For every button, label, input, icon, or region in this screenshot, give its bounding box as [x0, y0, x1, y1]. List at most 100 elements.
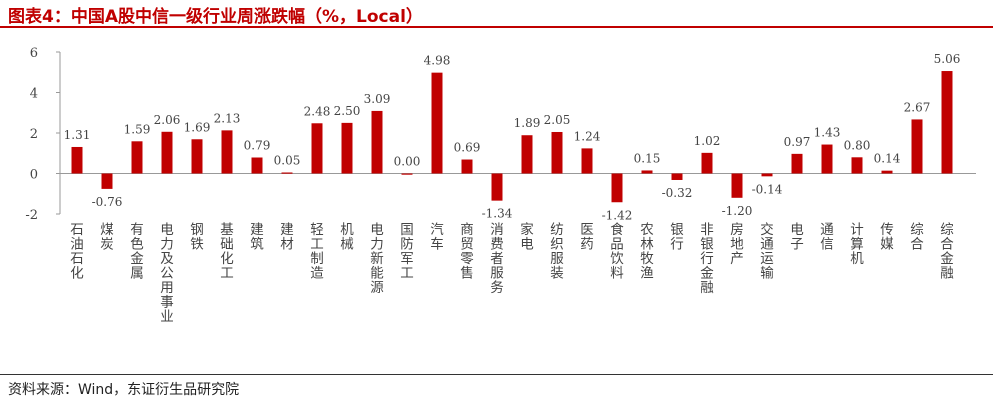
bar: [881, 170, 893, 174]
data-label: -0.32: [662, 186, 693, 200]
data-label: 1.24: [574, 129, 601, 143]
category-label: 建筑: [250, 222, 264, 253]
data-label: -0.76: [92, 195, 123, 209]
data-label: 0.79: [244, 139, 271, 153]
bar: [371, 110, 383, 174]
title-rule: [0, 26, 993, 28]
data-label: 4.98: [424, 54, 451, 68]
category-label: 有色金属: [130, 222, 144, 282]
y-tick-label: 4: [30, 87, 38, 102]
bar: [311, 123, 323, 174]
data-label: 0.80: [844, 138, 871, 152]
data-label: 2.05: [544, 113, 571, 127]
data-label: 1.69: [184, 120, 211, 134]
data-label: -1.42: [602, 208, 633, 222]
bar: [941, 71, 953, 174]
category-label: 交通运输: [760, 221, 774, 282]
bar: [491, 173, 503, 201]
bar: [221, 130, 233, 174]
bar: [131, 141, 143, 174]
data-label: 1.02: [694, 134, 721, 148]
source-note: 资料来源：Wind，东证衍生品研究院: [8, 382, 240, 398]
data-label: 2.06: [154, 113, 181, 127]
category-label: 农林牧渔: [640, 222, 654, 282]
data-label: 1.43: [814, 126, 841, 140]
category-label: 轻工制造: [310, 222, 324, 282]
data-label: 1.89: [514, 116, 541, 130]
category-label: 银行: [670, 222, 684, 253]
category-label: 电力新能源: [370, 222, 384, 296]
data-label: 5.06: [934, 52, 961, 66]
bar: [191, 139, 203, 174]
bar: [401, 173, 413, 175]
category-label: 传媒: [880, 222, 894, 253]
bar: [761, 173, 773, 177]
category-label: 非银行金融: [700, 222, 714, 296]
category-label: 钢铁: [190, 222, 204, 253]
bar: [71, 146, 83, 174]
category-label: 家电: [520, 221, 534, 253]
bar: [461, 159, 473, 174]
data-label: 1.59: [124, 122, 151, 136]
category-label: 石油石化: [70, 222, 84, 282]
category-label: 医药: [580, 222, 594, 253]
bar: [101, 173, 113, 189]
bar: [611, 173, 623, 203]
category-label: 电子: [790, 222, 804, 253]
data-label: 0.00: [394, 155, 421, 169]
bar: [821, 144, 833, 174]
y-tick-label: 0: [30, 168, 38, 183]
bar: [161, 131, 173, 174]
chart-title: 图表4：中国A股中信一级行业周涨跌幅（%，Local）: [8, 7, 423, 27]
data-label: -1.34: [482, 207, 513, 221]
bar: [791, 153, 803, 174]
data-label: 0.05: [274, 153, 301, 167]
data-label: 2.48: [304, 104, 331, 118]
data-label: 3.09: [364, 92, 391, 106]
category-label: 消费者服务: [490, 222, 504, 296]
bar: [521, 135, 533, 174]
category-label: 食品饮料: [610, 221, 624, 282]
bar: [701, 152, 713, 174]
y-tick-label: -2: [25, 208, 38, 223]
bar: [281, 172, 293, 174]
category-label: 建材: [280, 222, 294, 253]
bar: [251, 157, 263, 174]
bar: [911, 119, 923, 174]
data-label: 2.13: [214, 111, 241, 125]
category-label: 机械: [340, 222, 354, 253]
data-label: -1.20: [722, 204, 753, 218]
data-label: 2.67: [904, 100, 931, 114]
y-tick-label: 2: [30, 127, 38, 142]
category-label: 房地产: [730, 222, 744, 267]
category-label: 综合金融: [940, 222, 954, 282]
category-label: 通信: [820, 222, 834, 253]
bar: [581, 148, 593, 174]
bar: [851, 157, 863, 174]
y-tick-label: 6: [30, 46, 38, 61]
bar: [431, 72, 443, 174]
data-label: 0.69: [454, 141, 481, 155]
data-label: 2.50: [334, 104, 361, 118]
category-label: 基础化工: [220, 221, 234, 282]
category-label: 电力及公用事业: [160, 222, 174, 325]
category-label: 国防军工: [400, 222, 414, 282]
bar: [671, 173, 683, 180]
bar: [341, 122, 353, 174]
category-label: 综合: [910, 222, 924, 253]
category-label: 商贸零售: [460, 222, 474, 282]
data-label: 0.14: [874, 152, 901, 166]
bar: [641, 170, 653, 174]
bar: [731, 173, 743, 198]
data-label: -0.14: [752, 182, 783, 196]
bar: [551, 131, 563, 174]
category-label: 计算机: [850, 222, 864, 267]
data-label: 1.31: [64, 128, 91, 142]
footer-rule: [0, 374, 993, 375]
data-label: 0.97: [784, 135, 811, 149]
category-label: 煤炭: [100, 222, 114, 253]
data-label: 0.15: [634, 151, 661, 165]
category-label: 纺织服装: [550, 222, 564, 282]
category-label: 汽车: [430, 222, 444, 253]
